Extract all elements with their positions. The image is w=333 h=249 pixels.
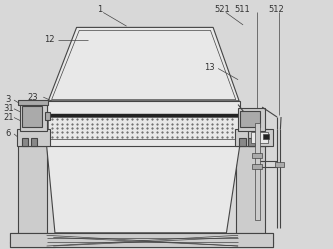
Text: 521: 521: [214, 5, 230, 14]
Bar: [235, 129, 268, 146]
Bar: [18, 100, 48, 105]
Bar: [239, 138, 246, 146]
Bar: [48, 114, 238, 117]
Text: 13: 13: [204, 63, 215, 72]
Bar: [248, 129, 273, 146]
Bar: [238, 108, 265, 131]
Bar: [47, 101, 240, 146]
Text: 12: 12: [44, 35, 55, 44]
Bar: [263, 134, 269, 139]
Text: 23: 23: [27, 93, 38, 102]
Polygon shape: [48, 27, 239, 101]
Text: 1: 1: [97, 5, 103, 14]
Bar: [255, 123, 260, 220]
Bar: [251, 132, 268, 143]
Bar: [252, 153, 262, 158]
Bar: [228, 233, 273, 243]
Text: 512: 512: [268, 5, 284, 14]
Bar: [275, 162, 284, 167]
Bar: [248, 138, 255, 146]
Text: 6: 6: [6, 129, 11, 138]
Bar: [240, 111, 260, 127]
Text: 3: 3: [6, 95, 11, 104]
Text: 21: 21: [3, 113, 14, 122]
Bar: [10, 242, 55, 247]
Bar: [17, 129, 50, 146]
Bar: [10, 233, 273, 247]
Bar: [45, 112, 50, 120]
Bar: [48, 117, 238, 139]
Polygon shape: [52, 30, 236, 100]
Bar: [20, 102, 47, 131]
Bar: [31, 138, 37, 146]
Bar: [10, 233, 55, 243]
Text: 31: 31: [3, 104, 14, 113]
Bar: [22, 106, 42, 127]
Text: 511: 511: [234, 5, 250, 14]
Bar: [22, 138, 28, 146]
Bar: [18, 146, 47, 235]
Bar: [252, 164, 262, 169]
Bar: [228, 242, 273, 247]
Polygon shape: [47, 146, 240, 233]
Bar: [236, 146, 265, 235]
